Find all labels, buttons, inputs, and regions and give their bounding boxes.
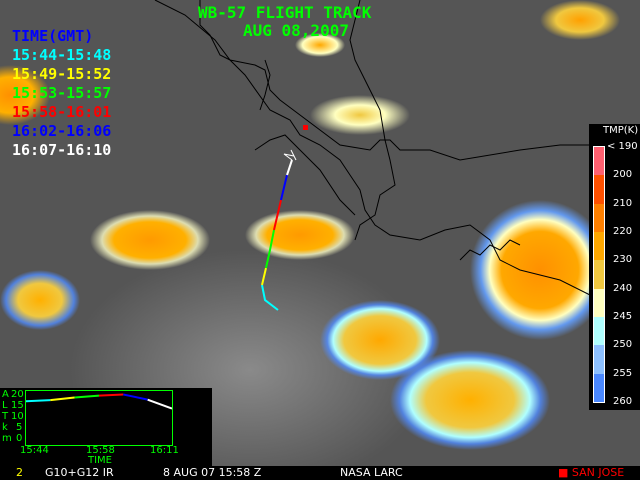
colorbar-bin <box>594 373 604 402</box>
track-segment <box>273 199 282 231</box>
altitude-segment <box>50 396 75 402</box>
altitude-segment <box>98 393 124 397</box>
track-segment <box>261 284 279 311</box>
altitude-ylabel-char: T <box>2 411 9 422</box>
altitude-segment <box>123 393 148 401</box>
colorbar-bin <box>594 345 604 374</box>
colorbar-bin <box>594 203 604 232</box>
altitude-ytick: 5 <box>16 422 23 433</box>
altitude-ytick: 10 <box>11 411 24 422</box>
colorbar-tick: 220 <box>613 226 633 237</box>
sensor-label: G10+G12 IR <box>45 466 114 479</box>
colorbar-tick: 245 <box>613 311 633 322</box>
map-date: AUG 08,2007 <box>243 21 349 40</box>
altitude-ylabel-char: m <box>2 433 12 444</box>
altitude-segment <box>26 399 51 403</box>
colorbar-tick: 240 <box>613 282 633 294</box>
legend-header: TIME(GMT) <box>12 27 94 45</box>
colorbar-bin <box>594 175 604 204</box>
altitude-segment <box>74 394 100 399</box>
time-legend: TIME(GMT) 15:44-15:48 15:49-15:52 15:53-… <box>12 27 111 160</box>
track-segment <box>280 174 288 201</box>
altitude-ylabel-char: L <box>2 400 8 411</box>
colorbar-tick: 255 <box>613 367 633 379</box>
colorbar-bin <box>594 288 604 317</box>
map-overlay <box>154 0 640 311</box>
legend-item: 15:44-15:48 <box>12 46 112 64</box>
altitude-ylabel-char: k <box>2 422 8 433</box>
legend-item: 15:53-15:57 <box>12 84 112 102</box>
legend-item: 15:58-16:01 <box>12 103 112 121</box>
colorbar-tick: 210 <box>613 197 633 209</box>
legend-item: 15:49-15:52 <box>12 65 112 83</box>
san-jose-legend: ■ SAN JOSE <box>558 466 625 479</box>
altitude-xtick: 15:58 <box>86 445 115 456</box>
colorbar-tick: 200 <box>613 169 633 181</box>
altitude-ytick: 0 <box>16 433 23 444</box>
source-label: NASA LARC <box>340 466 403 479</box>
aircraft-icon <box>283 149 297 161</box>
altitude-xtick: 15:44 <box>20 445 49 456</box>
track-segment <box>286 159 293 176</box>
coastlines <box>154 0 640 311</box>
legend-item: 16:02-16:06 <box>12 122 112 140</box>
altitude-profile <box>26 393 172 410</box>
colorbar-tick: < 190 <box>607 141 638 152</box>
altitude-xlabel: TIME <box>88 455 113 466</box>
altitude-ylabel-char: A <box>2 389 9 400</box>
altitude-segment <box>147 398 172 410</box>
altitude-xtick: 16:11 <box>150 445 179 456</box>
colorbar-tick: 260 <box>613 396 633 407</box>
colorbar-bin <box>594 316 604 346</box>
colorbar-title: TMP(K) <box>603 125 639 136</box>
status-bar: 2 G10+G12 IR 8 AUG 07 15:58 Z NASA LARC … <box>0 466 640 480</box>
altitude-ytick: 15 <box>11 400 24 411</box>
image-datetime: 8 AUG 07 15:58 Z <box>163 466 262 479</box>
map-title: WB-57 FLIGHT TRACK <box>198 3 372 22</box>
colorbar-bin <box>594 231 604 261</box>
colorbar-tick: 230 <box>613 254 633 266</box>
colorbar-bin <box>594 147 604 176</box>
frame-number: 2 <box>16 466 23 479</box>
altitude-ytick: 20 <box>11 389 24 400</box>
altitude-plot-area <box>25 390 173 446</box>
flight-track <box>261 149 297 311</box>
track-segment <box>265 229 275 269</box>
san-jose-label: SAN JOSE <box>571 466 625 479</box>
san-jose-marker <box>303 125 308 130</box>
colorbar-scale <box>593 146 605 403</box>
track-segment <box>261 267 267 286</box>
colorbar-bin <box>594 260 604 289</box>
legend-item: 16:07-16:10 <box>12 141 112 159</box>
colorbar-tick: 250 <box>613 339 633 351</box>
temperature-colorbar: TMP(K) < 190 200 210 220 230 240 245 250 255 260 <box>589 124 640 410</box>
